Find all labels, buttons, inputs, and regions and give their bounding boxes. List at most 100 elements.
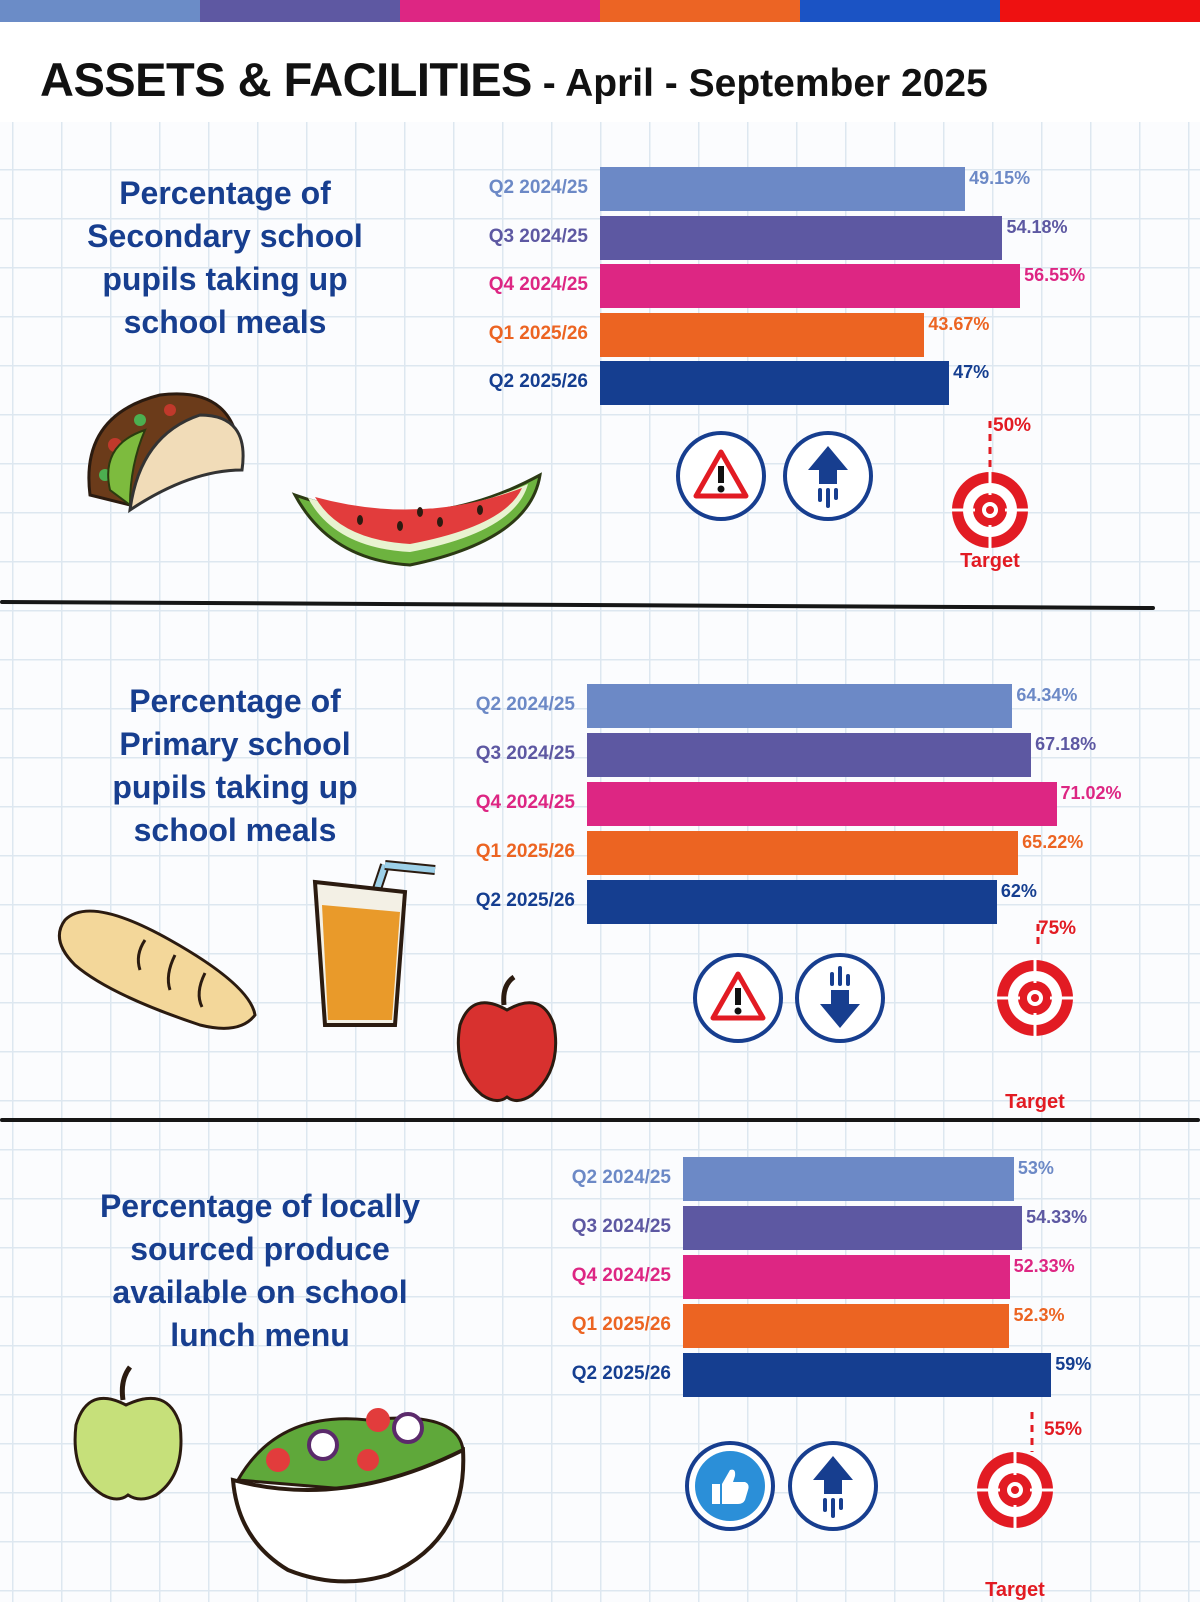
category-label: Q1 2025/26 [475, 841, 575, 862]
metric-title: Percentage of Primary school pupils taki… [55, 680, 415, 852]
value-label: 65.22% [1022, 832, 1084, 852]
target-marker: 55% Target [960, 1412, 1082, 1602]
target-value: 75% [1038, 918, 1077, 939]
section-divider [0, 1118, 1200, 1122]
salad-bowl-icon [230, 1408, 466, 1584]
bar [683, 1206, 1023, 1250]
target-label: Target [985, 1579, 1045, 1601]
thumbs-up-icon [685, 1441, 775, 1531]
category-label: Q1 2025/26 [571, 1314, 671, 1335]
bar [600, 167, 966, 211]
warning-icon [693, 953, 783, 1043]
title-sub: - April - September 2025 [531, 62, 988, 105]
value-label: 52.33% [1013, 1256, 1075, 1276]
bar [683, 1255, 1010, 1299]
target-label: Target [1005, 1091, 1065, 1113]
bar [600, 312, 925, 357]
page-header: ASSETS & FACILITIES - April - September … [0, 22, 1200, 122]
watermelon-icon [291, 472, 542, 567]
bread-icon [57, 909, 257, 1030]
bar [600, 361, 950, 405]
target-label: Target [960, 550, 1020, 572]
target-icon [975, 1412, 1055, 1530]
title-main: ASSETS & FACILITIES [40, 53, 532, 106]
metric-line: Percentage of [119, 175, 331, 211]
target-marker: 75% Target [980, 918, 1090, 1113]
category-label: Q2 2024/25 [571, 1167, 671, 1188]
category-label: Q4 2024/25 [488, 274, 588, 295]
value-label: 71.02% [1060, 783, 1122, 803]
category-label: Q2 2025/26 [488, 371, 588, 392]
metric-line: available on school [112, 1274, 408, 1310]
metric-line: lunch menu [170, 1317, 350, 1353]
category-label: Q3 2024/25 [475, 743, 575, 764]
trend-down-icon [795, 953, 885, 1043]
category-label: Q4 2024/25 [571, 1265, 671, 1286]
bar [600, 215, 1003, 260]
value-label: 56.55% [1024, 265, 1086, 285]
value-label: 64.34% [1016, 685, 1078, 705]
value-label: 53% [1017, 1158, 1054, 1178]
taco-icon [87, 392, 245, 514]
bar [587, 831, 1019, 875]
stripe-segment [400, 0, 600, 22]
trend-up-icon [788, 1441, 878, 1531]
green-apple-icon [73, 1365, 183, 1501]
stripe-segment [0, 0, 200, 22]
page-title: ASSETS & FACILITIES - April - September … [40, 52, 988, 107]
value-label: 43.67% [928, 313, 990, 334]
category-label: Q3 2024/25 [571, 1216, 671, 1237]
metric-line: Percentage of [129, 683, 341, 719]
category-label: Q2 2024/25 [488, 177, 588, 198]
warning-icon [676, 431, 766, 521]
metric-title: Percentage of Secondary school pupils ta… [45, 172, 405, 344]
bar [587, 782, 1057, 826]
category-label: Q4 2024/25 [475, 792, 575, 813]
metric-line: pupils taking up [102, 261, 348, 297]
category-label: Q1 2025/26 [488, 322, 588, 344]
metric-line: Secondary school [87, 218, 363, 254]
bar [683, 1353, 1052, 1397]
value-label: 54.33% [1026, 1207, 1088, 1227]
category-label: Q2 2025/26 [475, 890, 575, 911]
target-value: 55% [1044, 1419, 1083, 1440]
stripe-segment [800, 0, 1000, 22]
value-label: 49.15% [969, 168, 1031, 188]
target-icon [995, 918, 1075, 1038]
bar [587, 880, 997, 924]
bar [683, 1157, 1014, 1201]
secondary-meals-section: Percentage of Secondary school pupils ta… [0, 0, 1200, 600]
bar [587, 733, 1032, 777]
value-label: 59% [1055, 1354, 1092, 1374]
target-icon [950, 415, 1030, 550]
category-label: Q2 2025/26 [571, 1363, 671, 1384]
stripe-segment [600, 0, 800, 22]
bar [600, 264, 1021, 308]
metric-line: school meals [123, 304, 327, 340]
metric-line: sourced produce [130, 1231, 390, 1267]
metric-line: pupils taking up [112, 769, 358, 805]
value-label: 54.18% [1006, 216, 1068, 237]
bar [683, 1304, 1010, 1348]
juice-glass-icon [312, 860, 436, 1027]
value-label: 47% [953, 362, 990, 382]
stripe-segment [200, 0, 400, 22]
trend-up-icon [783, 431, 873, 521]
primary-meals-section: Percentage of Primary school pupils taki… [55, 680, 1122, 1113]
stripe-segment [1000, 0, 1200, 22]
color-stripe [0, 0, 1200, 22]
value-label: 62% [1000, 881, 1037, 901]
value-label: 52.3% [1013, 1305, 1065, 1325]
red-apple-icon [456, 975, 558, 1102]
category-label: Q3 2024/25 [488, 225, 588, 247]
value-label: 67.18% [1035, 734, 1097, 754]
metric-line: school meals [133, 812, 337, 848]
bar [587, 684, 1013, 728]
target-marker: 50% Target [935, 415, 1045, 605]
metric-line: Percentage of locally [99, 1188, 421, 1224]
category-label: Q2 2024/25 [475, 694, 575, 715]
metric-title: Percentage of locally sourced produce av… [55, 1185, 465, 1357]
target-value: 50% [993, 415, 1032, 436]
metric-line: Primary school [119, 726, 351, 762]
